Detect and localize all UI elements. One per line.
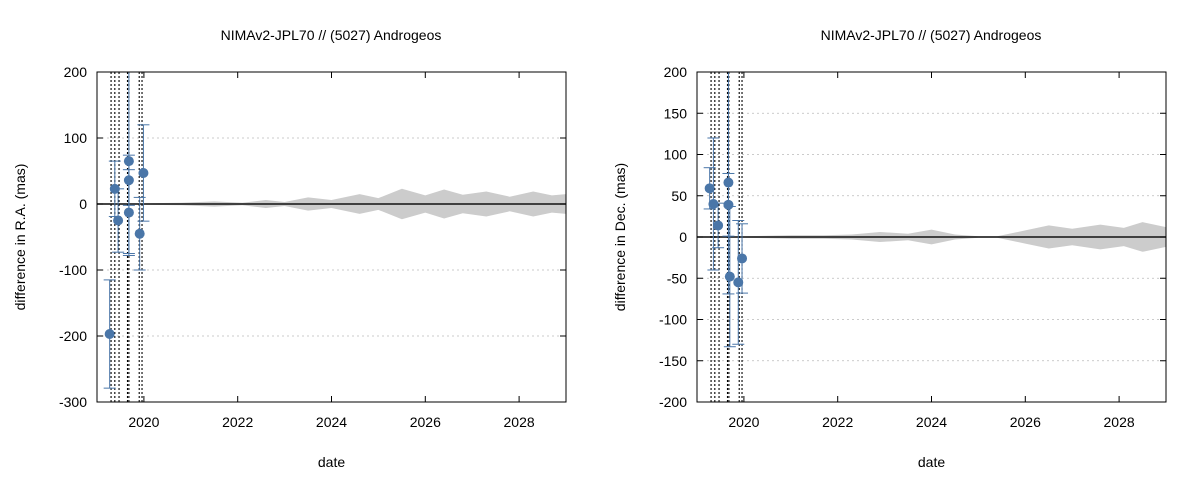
data-point [713,220,724,231]
y-tick-label: 100 [664,147,688,163]
data-point [724,271,735,282]
y-tick-label: -150 [659,353,687,369]
data-point [123,207,134,218]
x-tick-label: 2020 [128,414,159,430]
y-tick-label: 100 [64,130,88,146]
data-point [733,277,744,288]
x-tick-label: 2026 [1010,414,1041,430]
y-tick-label: -200 [59,328,87,344]
y-axis-label: difference in Dec. (mas) [612,163,628,311]
y-tick-label: 200 [64,64,88,80]
x-axis-label: date [918,454,945,470]
x-tick-label: 2028 [1104,414,1135,430]
x-axis-label: date [318,454,345,470]
data-point [138,167,149,178]
y-tick-label: 50 [671,188,687,204]
data-point [134,228,145,239]
chart-title: NIMAv2-JPL70 // (5027) Androgeos [821,27,1042,43]
y-tick-label: -200 [659,394,687,410]
y-tick-label: 150 [664,105,688,121]
data-point [704,183,715,194]
y-axis-label: difference in R.A. (mas) [12,164,28,311]
data-point [113,215,124,226]
y-tick-label: -100 [659,312,687,328]
plot-area [97,72,566,402]
chart-title: NIMAv2-JPL70 // (5027) Androgeos [221,27,442,43]
data-point [109,183,120,194]
data-point [123,156,134,167]
x-tick-label: 2024 [316,414,347,430]
plot-frame [96,71,567,403]
data-point [708,199,719,209]
data-point [723,199,734,210]
x-tick-label: 2020 [728,414,759,430]
x-tick-label: 2024 [916,414,947,430]
data-point [123,175,134,186]
y-tick-label: -100 [59,262,87,278]
data-point [104,329,115,340]
chart-dec-difference: NIMAv2-JPL70 // (5027) Androgeos -200 -150… [612,27,1167,470]
y-tick-label: 200 [664,64,688,80]
chart-ra-difference: NIMAv2-JPL70 // (5027) Androgeos -300 -200… [12,27,567,470]
y-tick-label: 0 [79,196,87,212]
y-tick-label: -300 [59,394,87,410]
x-tick-label: 2022 [222,414,253,430]
x-tick-label: 2022 [822,414,853,430]
plot-area [697,72,1166,402]
y-tick-label: -50 [667,270,687,286]
data-point [737,253,748,264]
data-point [723,177,734,188]
x-tick-label: 2028 [504,414,535,430]
x-tick-label: 2026 [410,414,441,430]
y-tick-label: 0 [679,229,687,245]
